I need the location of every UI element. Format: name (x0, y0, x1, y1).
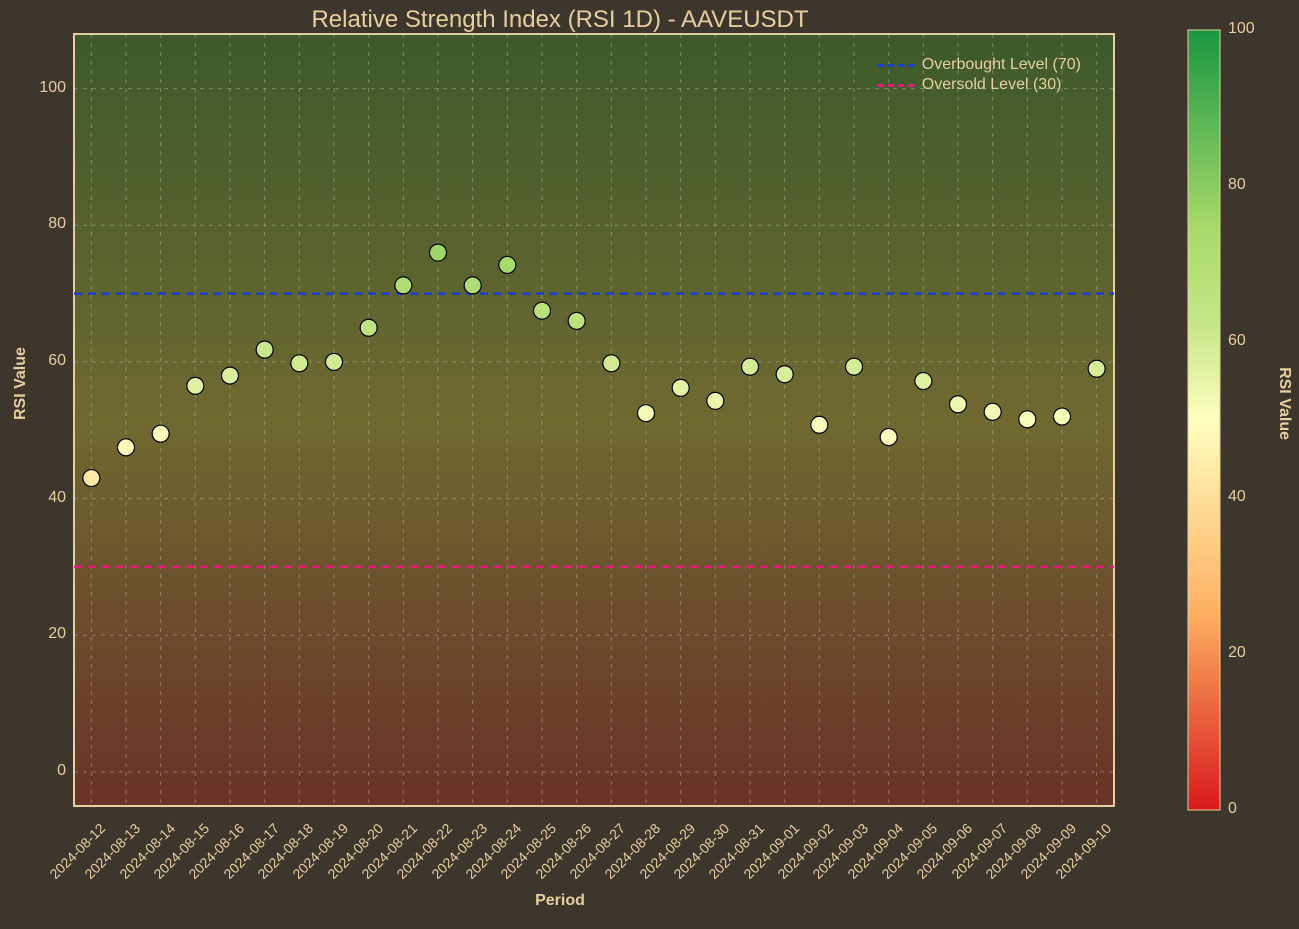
legend-label-oversold: Oversold Level (30) (922, 76, 1062, 94)
y-tick: 80 (18, 215, 66, 233)
legend-item-overbought: Overbought Level (70) (878, 56, 1081, 74)
legend-item-oversold: Oversold Level (30) (878, 76, 1081, 94)
y-tick: 40 (18, 489, 66, 507)
colorbar-tick: 60 (1228, 332, 1246, 350)
y-tick: 20 (18, 625, 66, 643)
rsi-chart: Relative Strength Index (RSI 1D) - AAVEU… (0, 0, 1299, 929)
colorbar-tick: 0 (1228, 800, 1237, 818)
legend: Overbought Level (70) Oversold Level (30… (870, 48, 1089, 102)
colorbar-tick: 20 (1228, 644, 1246, 662)
y-tick: 60 (18, 352, 66, 370)
legend-label-overbought: Overbought Level (70) (922, 56, 1081, 74)
colorbar-tick: 80 (1228, 176, 1246, 194)
y-tick: 100 (18, 79, 66, 97)
plot-area (0, 0, 1299, 929)
colorbar-tick: 40 (1228, 488, 1246, 506)
colorbar-tick: 100 (1228, 20, 1255, 38)
legend-dash-oversold (878, 84, 914, 87)
legend-dash-overbought (878, 64, 914, 67)
y-tick: 0 (18, 762, 66, 780)
